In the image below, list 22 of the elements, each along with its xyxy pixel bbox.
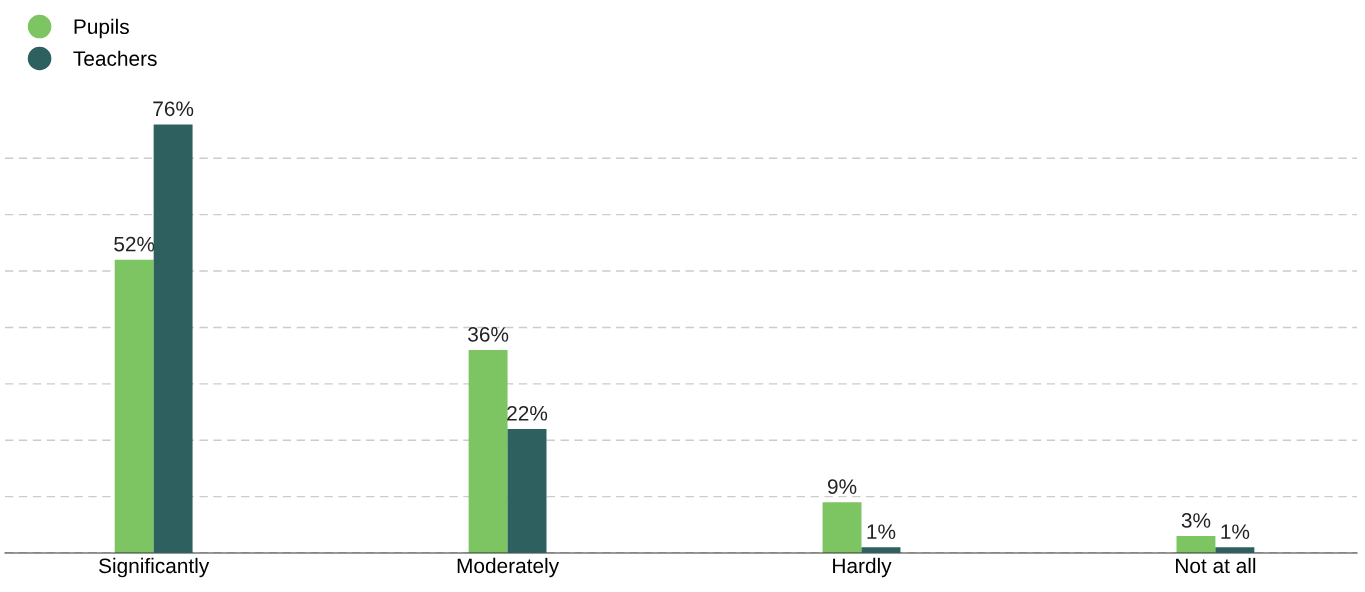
data-label: 1% [867, 524, 896, 539]
bar [114, 259, 154, 553]
bar [153, 124, 193, 553]
x-tick-label: Not at all [1176, 557, 1256, 574]
x-tick-label: Significantly [99, 557, 210, 578]
legend-label: Teachers [73, 50, 157, 66]
bar [1215, 547, 1255, 553]
data-label: 3% [1181, 513, 1211, 528]
bar [507, 428, 547, 553]
data-label: 76% [153, 101, 194, 117]
data-label: 36% [468, 326, 509, 342]
bar [468, 349, 508, 553]
data-label: 22% [507, 405, 548, 421]
bar [822, 502, 862, 553]
legend-label: Pupils [74, 18, 129, 39]
data-label: 52% [114, 236, 155, 252]
data-label: 9% [827, 479, 857, 494]
data-label: 1% [1221, 524, 1250, 539]
bar [1176, 536, 1216, 553]
bar [861, 547, 901, 553]
x-tick-label: Hardly [833, 557, 892, 578]
x-tick-label: Moderately [457, 557, 560, 578]
